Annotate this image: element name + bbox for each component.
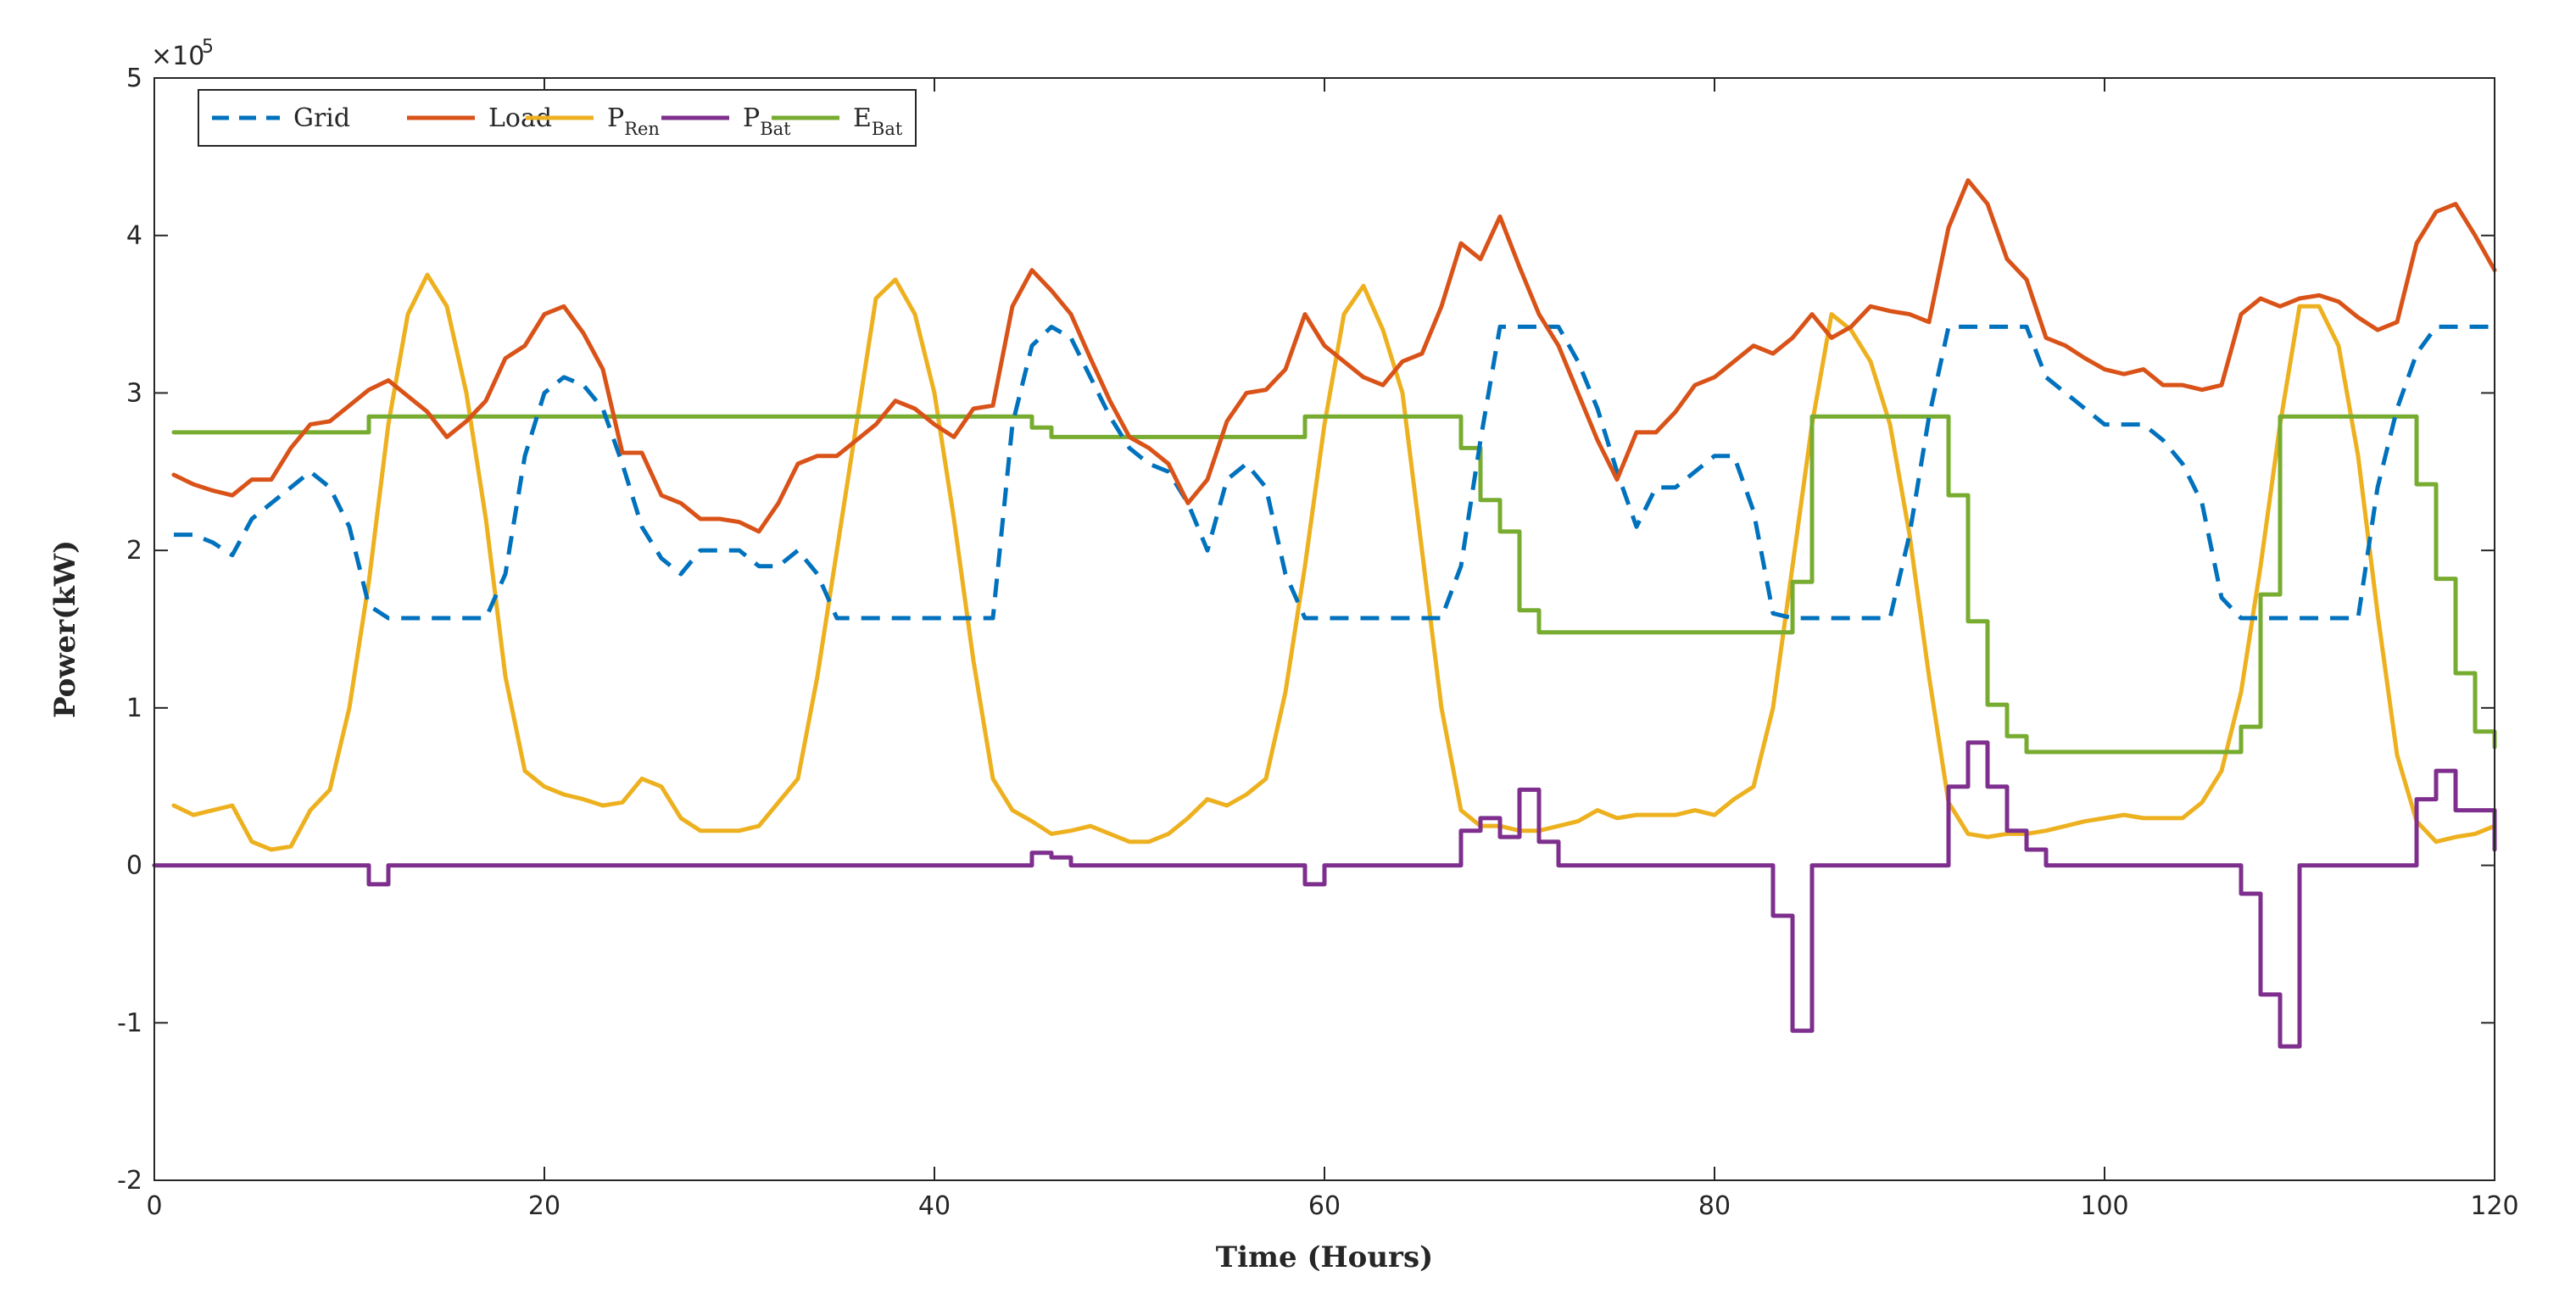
legend-item-grid: Grid xyxy=(212,103,350,133)
y-axis-multiplier: ×10 xyxy=(151,42,204,71)
legend-label-pbat: PBat xyxy=(743,103,791,139)
y-axis-exponent: 5 xyxy=(202,36,214,58)
series-line-ebat xyxy=(171,414,2497,755)
x-tick-label: 40 xyxy=(918,1191,951,1221)
x-tick-label: 120 xyxy=(2470,1191,2518,1221)
y-tick-label: 0 xyxy=(126,851,142,881)
y-tick-label: 2 xyxy=(126,536,142,566)
tick-labels: 0 20 40 60 80 100 120 -2 -1 0 1 2 3 4 5 xyxy=(117,64,2519,1221)
legend-item-ebat: EBat xyxy=(772,103,903,139)
legend-label-pbat-main: P xyxy=(743,103,760,133)
x-tick-label: 20 xyxy=(528,1191,560,1221)
legend-label-ebat-sub: Bat xyxy=(872,119,903,139)
y-tick-label: -2 xyxy=(117,1166,142,1196)
series-line-pren xyxy=(171,272,2497,852)
series-line-load xyxy=(171,178,2497,534)
series-line-pbat xyxy=(152,740,2497,1049)
legend-label-pren: PRen xyxy=(607,103,660,139)
legend-label-grid: Grid xyxy=(293,103,350,133)
x-axis-title: Time (Hours) xyxy=(1216,1240,1433,1274)
x-tick-label: 80 xyxy=(1698,1191,1731,1221)
x-tick-label: 0 xyxy=(146,1191,162,1221)
x-tick-label: 100 xyxy=(2080,1191,2128,1221)
legend-label-ebat-main: E xyxy=(853,103,872,133)
y-tick-label: 5 xyxy=(126,64,142,93)
y-tick-label: 3 xyxy=(126,378,142,408)
legend-label-pren-sub: Ren xyxy=(624,119,660,139)
legend-label-pren-main: P xyxy=(607,103,624,133)
y-tick-label: 4 xyxy=(126,221,142,251)
y-axis-title: Power(kW) xyxy=(48,540,82,718)
legend-label-grid-main: Grid xyxy=(293,103,350,133)
series-line-grid xyxy=(174,324,2495,621)
x-tick-label: 60 xyxy=(1308,1191,1341,1221)
legend: Grid Load PRen PBat EBat xyxy=(198,89,917,147)
y-tick-label: 1 xyxy=(126,694,142,723)
y-tick-label: -1 xyxy=(117,1008,142,1038)
legend-label-pbat-sub: Bat xyxy=(760,119,791,139)
legend-label-ebat: EBat xyxy=(853,103,903,139)
legend-item-pren: PRen xyxy=(526,103,660,139)
plot-frame xyxy=(153,77,2495,1181)
legend-item-pbat: PBat xyxy=(661,103,791,139)
series-lines xyxy=(152,178,2497,1049)
